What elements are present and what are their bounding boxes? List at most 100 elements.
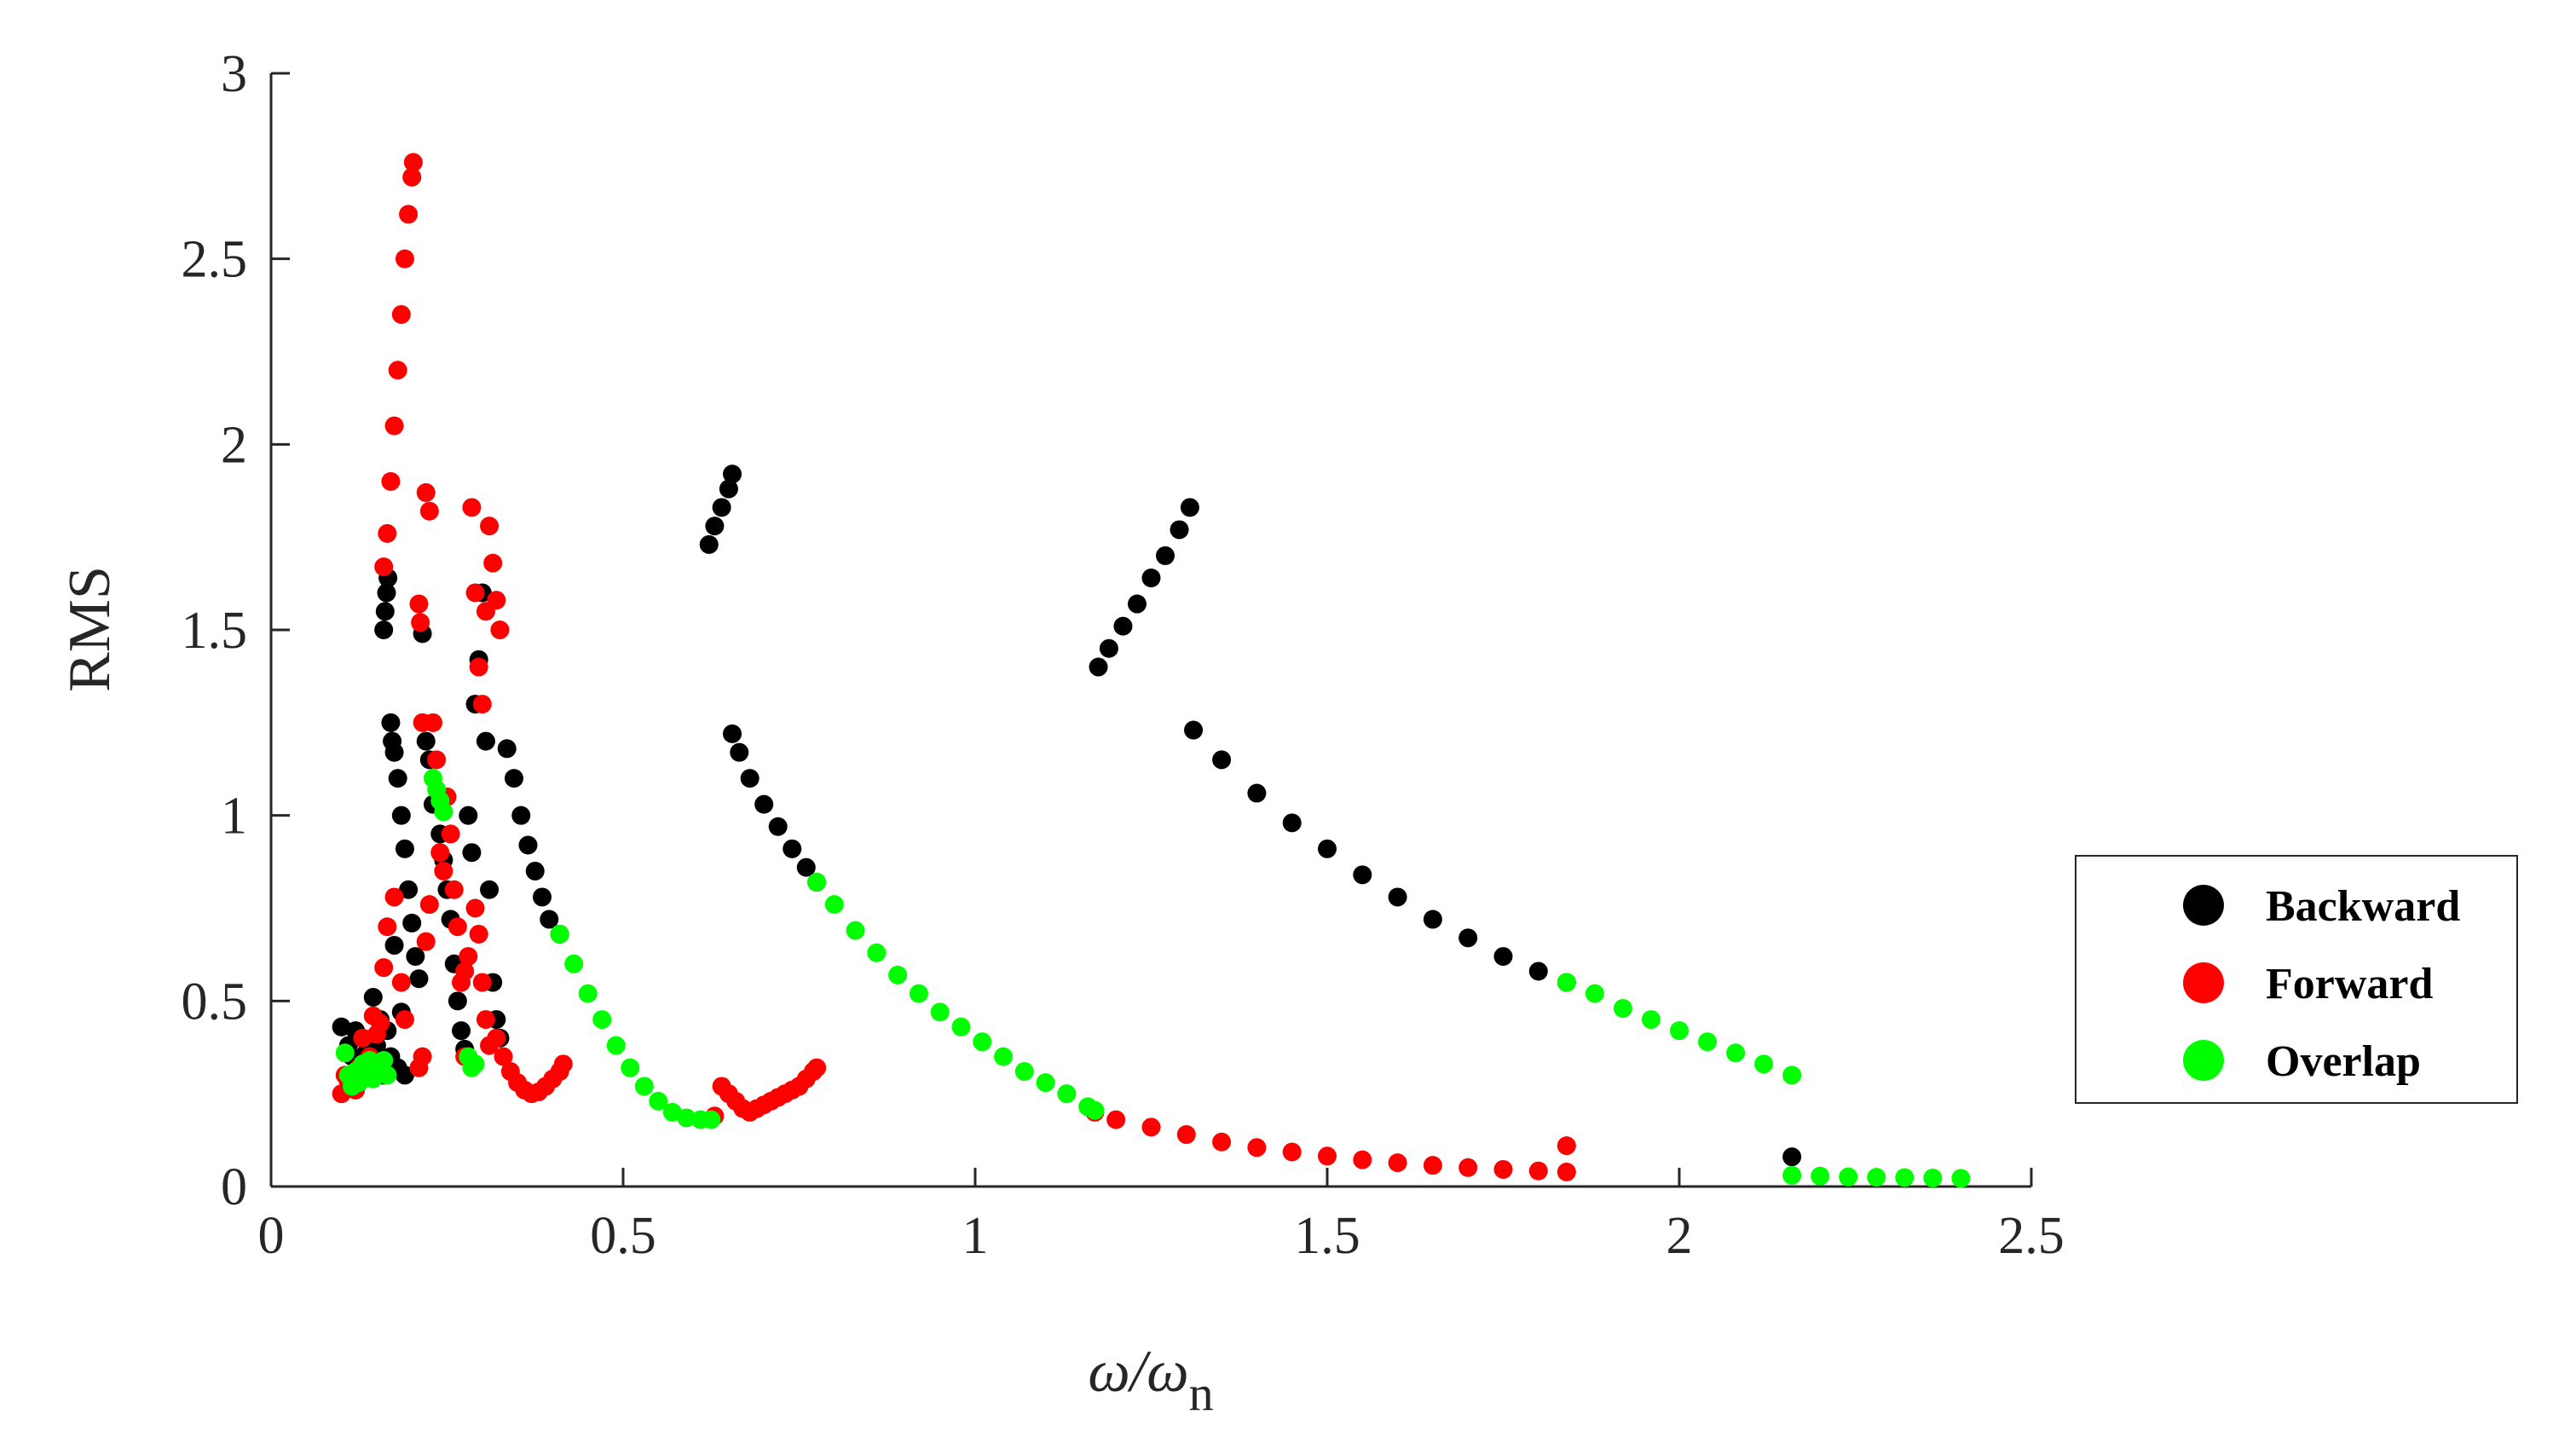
overlap-point — [564, 954, 584, 973]
x-tick-label: 0 — [258, 1207, 285, 1265]
forward-point — [1106, 1110, 1126, 1129]
backward-point — [796, 857, 816, 877]
forward-point — [1141, 1117, 1161, 1137]
legend-label-backward: Backward — [2266, 882, 2460, 931]
forward-point — [448, 917, 467, 937]
backward-point — [1180, 498, 1199, 517]
overlap-point — [1754, 1054, 1774, 1074]
backward-point — [448, 991, 467, 1011]
forward-point — [487, 1028, 506, 1048]
forward-point — [1557, 1136, 1576, 1156]
forward-point — [480, 517, 500, 536]
forward-point — [465, 898, 485, 918]
overlap-point — [1014, 1062, 1034, 1082]
backward-point — [1156, 546, 1175, 565]
forward-point — [378, 917, 397, 937]
backward-point — [1212, 750, 1232, 770]
backward-point — [381, 713, 401, 732]
x-tick-label: 1.5 — [1294, 1207, 1360, 1265]
forward-point — [391, 304, 411, 324]
forward-point — [472, 695, 492, 714]
backward-point — [1141, 569, 1161, 588]
overlap-point — [1698, 1032, 1718, 1052]
series-overlap — [335, 769, 1971, 1188]
overlap-point — [824, 895, 844, 915]
x-tick-label: 1 — [962, 1207, 989, 1265]
legend-label-overlap: Overlap — [2266, 1037, 2421, 1086]
backward-point — [377, 583, 396, 603]
overlap-point — [973, 1032, 992, 1052]
overlap-point — [807, 873, 827, 892]
x-tick-label: 2.5 — [1998, 1207, 2065, 1265]
x-axis-title: ω/ωn — [1088, 1339, 1213, 1421]
forward-point — [807, 1058, 827, 1077]
x-tick-label: 0.5 — [590, 1207, 656, 1265]
overlap-point — [1057, 1084, 1077, 1104]
forward-point — [1557, 1163, 1576, 1182]
forward-point — [371, 1013, 390, 1033]
forward-point — [1353, 1150, 1372, 1169]
x-tick-label: 2 — [1666, 1207, 1693, 1265]
overlap-point — [1726, 1043, 1746, 1063]
legend-marker-overlap — [2183, 1040, 2224, 1081]
overlap-point — [378, 1065, 397, 1085]
forward-point — [381, 471, 401, 491]
overlap-point — [649, 1091, 668, 1111]
y-tick-label: 0.5 — [182, 973, 248, 1031]
x-axis-title-main: ω/ω — [1088, 1339, 1188, 1405]
backward-point — [723, 465, 742, 484]
overlap-point — [1613, 999, 1632, 1019]
overlap-point — [846, 921, 865, 940]
backward-point — [384, 742, 404, 762]
forward-point — [553, 1054, 573, 1074]
backward-point — [699, 534, 719, 554]
backward-point — [1184, 720, 1204, 740]
overlap-point — [662, 1102, 682, 1122]
forward-point — [384, 887, 404, 907]
forward-point — [434, 861, 453, 881]
backward-point — [402, 913, 422, 932]
forward-point — [388, 361, 407, 380]
backward-point — [1247, 783, 1267, 803]
overlap-point — [1923, 1168, 1943, 1187]
overlap-point — [1839, 1167, 1858, 1187]
y-axis-ticks: 0 0.5 1 1.5 2 2.5 3 — [182, 45, 290, 1216]
forward-point — [1423, 1156, 1442, 1175]
overlap-point — [335, 1043, 355, 1063]
forward-point — [483, 553, 503, 573]
backward-point — [1782, 1147, 1802, 1167]
forward-point — [374, 557, 394, 576]
legend-marker-backward — [2183, 885, 2224, 926]
legend-label-forward: Forward — [2266, 960, 2433, 1008]
backward-point — [1282, 813, 1302, 833]
overlap-point — [930, 1002, 950, 1022]
backward-point — [332, 1017, 351, 1036]
forward-point — [384, 416, 404, 436]
overlap-point — [1641, 1010, 1661, 1030]
backward-point — [375, 602, 395, 621]
backward-point — [459, 805, 478, 825]
backward-point — [1528, 961, 1548, 981]
forward-point — [403, 153, 423, 172]
overlap-point — [606, 1036, 626, 1055]
backward-point — [1318, 839, 1337, 858]
backward-point — [1353, 865, 1372, 885]
forward-point — [378, 523, 397, 543]
overlap-point — [434, 802, 453, 822]
legend-box — [2075, 855, 2518, 1104]
overlap-point — [634, 1077, 654, 1096]
forward-point — [427, 750, 447, 770]
forward-point — [469, 657, 488, 677]
overlap-point — [550, 924, 569, 944]
backward-point — [723, 724, 742, 743]
overlap-point — [1782, 1065, 1802, 1085]
forward-point — [413, 1047, 432, 1066]
overlap-point — [1895, 1168, 1915, 1187]
backward-point — [384, 936, 404, 956]
forward-point — [1176, 1125, 1196, 1145]
y-axis-title: RMS — [57, 566, 123, 692]
forward-point — [462, 498, 482, 517]
overlap-point — [465, 1054, 485, 1074]
backward-point — [768, 817, 788, 836]
